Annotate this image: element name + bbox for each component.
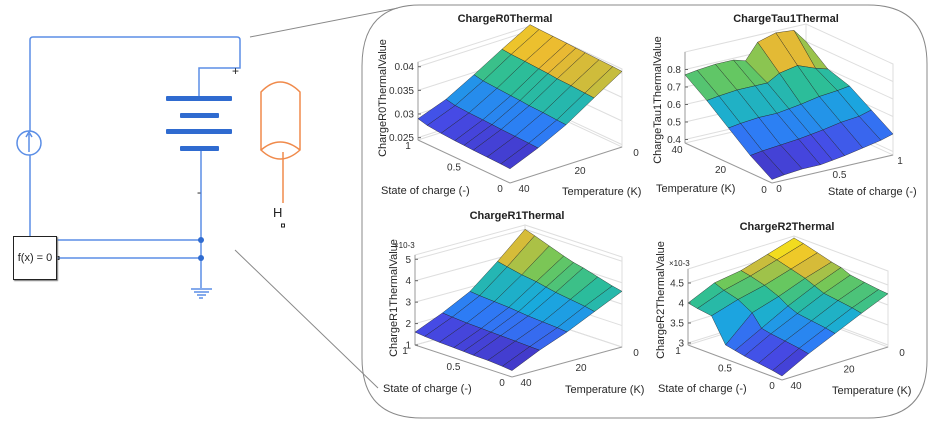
z-axis-label: ChargeTau1ThermalValue	[652, 36, 664, 164]
x-tick-label: 0	[761, 185, 767, 196]
y-tick-label: 0	[769, 381, 775, 392]
surface-plot-4: 3 3.5 4 4.5 0 20 40 0 0.5 1	[670, 235, 905, 392]
floor-axis	[509, 146, 623, 184]
floor-axis	[684, 142, 773, 184]
surface-face	[501, 346, 541, 371]
floor-axis	[687, 344, 783, 381]
z-tick-label: 3	[405, 298, 411, 309]
surface-face	[749, 150, 785, 180]
thermal-mass[interactable]	[259, 81, 301, 203]
callout-line-top	[249, 7, 399, 38]
x-tick-label: 40	[671, 145, 683, 156]
y-tick-label: 0	[497, 184, 503, 195]
plot-title: ChargeR2Thermal	[739, 221, 835, 233]
floor-axis	[771, 154, 894, 184]
circuit-wires	[29, 36, 241, 288]
y-axis-label: State of charge (-)	[381, 185, 470, 197]
z-tick-label: 0.8	[667, 65, 681, 76]
x-tick-label: 0	[633, 148, 639, 159]
surface-face	[500, 142, 539, 170]
y-tick-label: 0.5	[447, 163, 461, 174]
thermal-port-label: H	[273, 205, 283, 220]
y-tick-label: 1	[675, 346, 681, 357]
floor-axis	[781, 346, 889, 381]
z-tick-label: 0.6	[667, 100, 681, 111]
x-tick-label: 40	[518, 184, 530, 195]
ground-icon	[191, 288, 212, 299]
z-tick-label: 0.035	[389, 86, 414, 97]
arrow-up-icon	[25, 130, 33, 138]
z-tick-label: 0.7	[667, 83, 681, 94]
plot-title: ChargeTau1Thermal	[733, 13, 839, 25]
z-tick-label: 4	[405, 276, 411, 287]
x-tick-label: 40	[520, 378, 532, 389]
z-exponent: ×10-3	[394, 241, 415, 250]
z-tick-label: 2	[405, 319, 411, 330]
z-tick-label: 0.4	[667, 135, 681, 146]
z-tick-label: 0.5	[667, 118, 681, 129]
y-tick-label: 1	[897, 156, 903, 167]
y-tick-label: 0.5	[447, 362, 461, 373]
y-tick-label: 0.5	[718, 364, 732, 375]
x-tick-label: 20	[574, 166, 586, 177]
y-axis-label: State of charge (-)	[383, 383, 472, 395]
x-tick-label: 0	[633, 348, 639, 359]
floor-axis	[414, 344, 513, 378]
x-tick-label: 40	[790, 381, 802, 392]
y-tick-label: 0	[776, 184, 782, 195]
z-axis-label: ChargeR0ThermalValue	[377, 39, 389, 157]
y-tick-label: 0	[499, 378, 505, 389]
y-tick-label: 1	[405, 141, 411, 152]
surface-plot-1: 0.025 0.03 0.035 0.04 0 20 40 0 0.5 1	[389, 24, 639, 195]
current-source[interactable]	[16, 130, 42, 156]
x-tick-label: 0	[899, 348, 905, 359]
battery[interactable]	[166, 96, 232, 151]
floor-axis	[511, 346, 623, 378]
z-tick-label: 1	[405, 341, 411, 352]
y-tick-label: 1	[402, 346, 408, 357]
x-axis-label: Temperature (K)	[565, 384, 645, 396]
surface-face	[772, 347, 809, 377]
surface-plot-2: 0.4 0.5 0.6 0.7 0.8 0 20 40 0 0.5 1	[667, 23, 903, 196]
z-tick-label: 5	[405, 255, 411, 266]
x-axis-label: Temperature (K)	[832, 385, 912, 397]
z-tick-label: 3.5	[670, 319, 684, 330]
x-axis-label: Temperature (K)	[656, 183, 736, 195]
junction-node	[198, 255, 204, 261]
x-tick-label: 20	[843, 365, 855, 376]
z-tick-label: 0.03	[395, 110, 415, 121]
z-tick-label: 0.025	[389, 133, 414, 144]
junction-node	[198, 237, 204, 243]
plot-title: ChargeR0Thermal	[457, 13, 553, 25]
zoom-callout-frame	[361, 4, 928, 419]
y-axis-label: State of charge (-)	[828, 186, 917, 198]
function-block[interactable]: f(x) = 0	[13, 236, 57, 280]
z-tick-label: 4.5	[670, 279, 684, 290]
z-axis-label: ChargeR1ThermalValue	[388, 239, 400, 357]
floor-axis	[417, 139, 511, 184]
plot-title: ChargeR1Thermal	[469, 210, 565, 222]
z-tick-label: 3	[678, 339, 684, 350]
battery-plus-label: +	[232, 64, 240, 78]
z-axis-label: ChargeR2ThermalValue	[655, 241, 667, 359]
x-tick-label: 20	[575, 363, 587, 374]
x-axis-label: Temperature (K)	[562, 186, 642, 198]
z-tick-label: 0.04	[395, 62, 415, 73]
y-tick-label: 0.5	[833, 170, 847, 181]
z-tick-label: 4	[678, 299, 684, 310]
z-exponent: ×10-3	[669, 259, 690, 268]
x-tick-label: 20	[715, 165, 727, 176]
battery-minus-label: -	[197, 185, 201, 199]
surface-plot-3: 1 2 3 4 5 0 20 40 0 0.5 1	[402, 224, 639, 389]
y-axis-label: State of charge (-)	[658, 383, 747, 395]
thermal-port[interactable]	[281, 223, 285, 228]
callout-line-bottom	[234, 249, 379, 389]
